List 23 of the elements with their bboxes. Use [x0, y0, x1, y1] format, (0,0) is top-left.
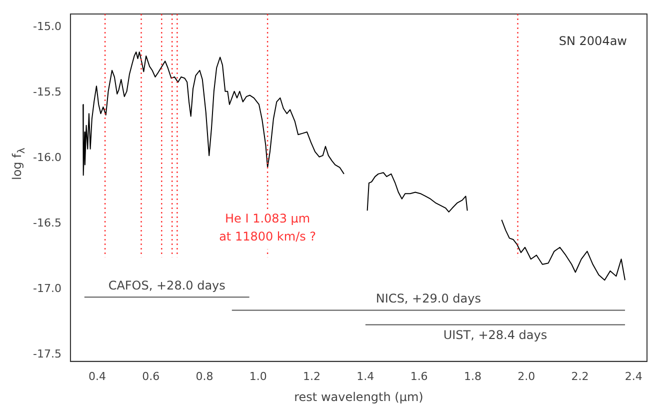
- x-tick-label: 0.6: [142, 370, 160, 383]
- series-label: UIST, +28.4 days: [443, 328, 548, 342]
- x-tick-label: 1.4: [356, 370, 374, 383]
- x-tick-label: 0.8: [196, 370, 214, 383]
- x-axis-title: rest wavelength (μm): [294, 390, 424, 404]
- y-tick-label: -15.0: [32, 20, 62, 33]
- x-tick-label: 1.0: [249, 370, 267, 383]
- x-tick-label: 2.4: [624, 370, 642, 383]
- x-tick-label: 2.0: [518, 370, 536, 383]
- annotation: He I 1.083 μm at 11800 km/s ?: [219, 211, 316, 244]
- y-tick-label: -16.0: [32, 151, 62, 164]
- y-tick-label: -17.0: [32, 282, 62, 296]
- series-label: NICS, +29.0 days: [376, 291, 481, 306]
- x-tick-label: 1.2: [303, 370, 321, 383]
- y-tick-label: -15.5: [32, 86, 62, 99]
- x-tick-label: 0.4: [88, 370, 106, 383]
- annotation: SN 2004aw: [558, 34, 628, 48]
- x-tick-label: 1.6: [410, 370, 428, 383]
- y-tick-label: -17.5: [32, 348, 62, 361]
- x-tick-label: 2.2: [571, 370, 589, 383]
- x-tick-label: 1.8: [464, 370, 482, 383]
- series-label: CAFOS, +28.0 days: [108, 278, 226, 292]
- y-tick-label: -16.5: [32, 216, 62, 230]
